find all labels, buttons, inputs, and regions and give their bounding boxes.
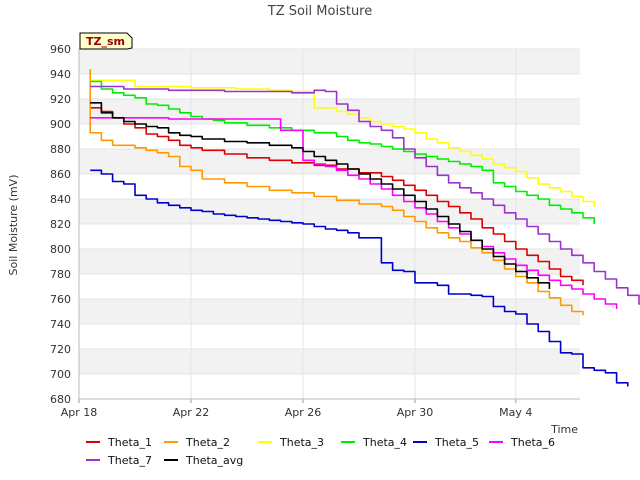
- y-tick-label: 680: [50, 393, 71, 406]
- x-tick-label: May 4: [499, 406, 532, 419]
- plot-band: [79, 349, 580, 374]
- y-tick-label: 820: [50, 218, 71, 231]
- badge-box: [79, 32, 133, 50]
- legend-label: Theta_5: [434, 436, 479, 449]
- series-line-theta-4: [90, 80, 595, 224]
- y-tick-label: 760: [50, 293, 71, 306]
- plot-band: [79, 49, 580, 74]
- plot-band: [79, 299, 580, 324]
- series-line-theta-3: [90, 79, 595, 207]
- legend-item-theta-3: Theta_3: [258, 436, 324, 449]
- plot-band: [79, 99, 580, 124]
- legend-item-theta-1: Theta_1: [86, 436, 152, 449]
- x-axis-label: Time: [550, 423, 578, 436]
- legend-item-theta-2: Theta_2: [164, 436, 230, 449]
- series-line-theta-avg: [90, 102, 551, 289]
- y-tick-label: 880: [50, 143, 71, 156]
- legend-label: Theta_7: [107, 454, 152, 467]
- series-line-theta-2: [89, 69, 584, 316]
- x-tick-label: Apr 30: [397, 406, 434, 419]
- y-tick-label: 840: [50, 193, 71, 206]
- series-line-theta-5: [90, 169, 629, 387]
- legend-label: Theta_6: [510, 436, 555, 449]
- legend-label: Theta_avg: [185, 454, 243, 467]
- grid: [78, 48, 580, 400]
- series-line-theta-1: [90, 107, 584, 286]
- legend-label: Theta_3: [279, 436, 324, 449]
- legend-item-theta-4: Theta_4: [341, 436, 407, 449]
- legend-item-theta-5: Theta_5: [413, 436, 479, 449]
- x-tick-label: Apr 26: [285, 406, 322, 419]
- y-tick-label: 780: [50, 268, 71, 281]
- series-layer: [89, 69, 640, 387]
- plot-band: [79, 149, 580, 174]
- y-tick-label: 920: [50, 93, 71, 106]
- y-tick-label: 940: [50, 68, 71, 81]
- legend-item-theta-avg: Theta_avg: [164, 454, 243, 467]
- y-tick-label: 800: [50, 243, 71, 256]
- legend-label: Theta_2: [185, 436, 230, 449]
- chart-title: TZ Soil Moisture: [267, 4, 373, 19]
- y-tick-label: 700: [50, 368, 71, 381]
- legend-item-theta-6: Theta_6: [489, 436, 555, 449]
- y-axis-label: Soil Moisture (mV): [7, 175, 20, 276]
- axes: 680 700 720 740 760 780 800 820 840 860 880 900 920 9…: [50, 43, 580, 419]
- y-tick-label: 720: [50, 343, 71, 356]
- x-tick-label: Apr 18: [61, 406, 98, 419]
- legend-item-theta-7: Theta_7: [86, 454, 152, 467]
- legend-label: Theta_1: [107, 436, 152, 449]
- y-tick-label: 740: [50, 318, 71, 331]
- y-tick-label: 960: [50, 43, 71, 56]
- badge-label: TZ_sm: [86, 35, 125, 48]
- legend: Theta_1 Theta_2 Theta_3 Theta_4 Theta_5 Theta…: [86, 436, 555, 467]
- y-tick-label: 900: [50, 118, 71, 131]
- legend-label: Theta_4: [362, 436, 407, 449]
- badge: TZ_sm: [79, 32, 133, 50]
- y-tick-label: 860: [50, 168, 71, 181]
- series-line-theta-7: [90, 85, 640, 305]
- x-tick-label: Apr 22: [173, 406, 210, 419]
